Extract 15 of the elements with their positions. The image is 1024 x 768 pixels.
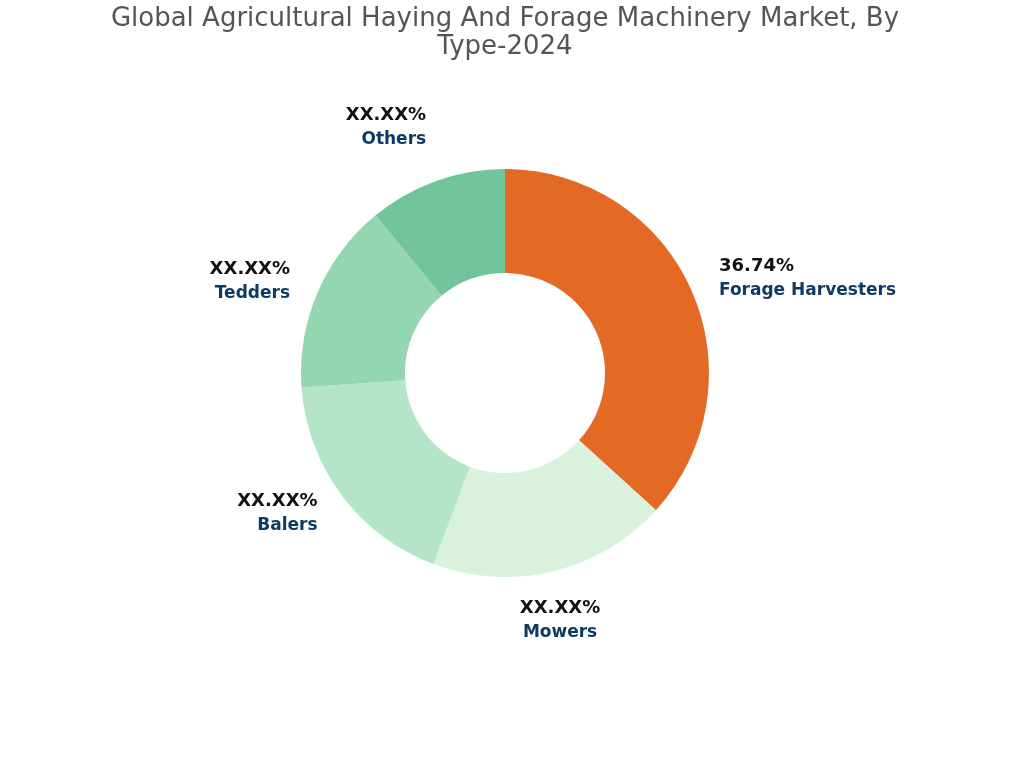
donut-slice [375, 169, 505, 296]
slice-label: Forage Harvesters [718, 279, 897, 300]
data-label: XX.XX% [237, 489, 318, 511]
slice-label: Others [361, 127, 427, 148]
text: Global Agricultural Haying And Forage Machinery Market, By [110, 2, 900, 32]
data-label: XX.XX% [519, 596, 601, 618]
data-label: XX.XX% [345, 102, 427, 124]
slice-label: Balers [257, 514, 318, 535]
donut-slice [433, 440, 656, 577]
donut-slice [505, 169, 709, 511]
slice-label: Tedders [214, 281, 291, 302]
donut-slice [301, 215, 442, 388]
data-label: XX.XX% [209, 256, 291, 278]
slice-label: Mowers [522, 621, 598, 642]
data-label: 36.74% [718, 254, 794, 276]
